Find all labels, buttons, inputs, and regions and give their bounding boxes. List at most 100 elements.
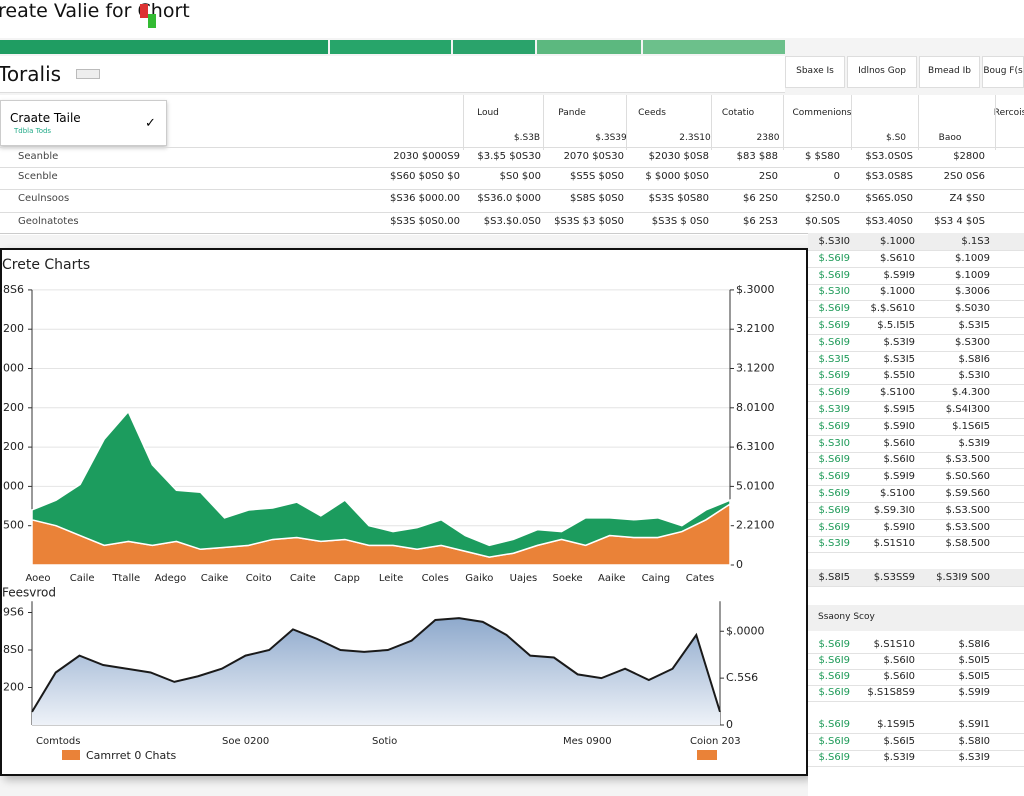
- subheader: $.S3B: [513, 133, 541, 143]
- y-tick-label: 1.200: [0, 440, 24, 453]
- row-line: [808, 586, 1024, 587]
- column-header: Pande: [558, 108, 586, 118]
- cell: $S3.$0.0S0: [483, 216, 541, 227]
- side-cell: $.S6I0: [883, 655, 915, 666]
- row-line: [808, 317, 1024, 319]
- cell: $2800: [953, 151, 985, 162]
- cell: $S3S $3 $0S0: [554, 216, 624, 227]
- legend-swatch: [697, 750, 717, 760]
- legend-swatch: [62, 750, 80, 760]
- row-line: [0, 233, 1024, 234]
- cell: $S8S $0S0: [569, 193, 624, 204]
- side-cell: $.S3I0: [818, 236, 850, 247]
- charts: Crete Charts Feesvrod 500 1.000 1.200 1.200…: [0, 257, 775, 762]
- dropdown-label: Craate Taile: [10, 111, 81, 125]
- dropdown-sub: Tdbla Tods: [14, 127, 52, 135]
- row-label: Ceulnsoos: [18, 193, 70, 204]
- cell: $ $000 $0S0: [645, 171, 709, 182]
- y2-tick-label: 6.3100: [736, 440, 775, 453]
- lower-chart-title: Feesvrod: [2, 586, 56, 600]
- side-cell: $.S0.S60: [945, 471, 990, 483]
- y-tick-label: 500: [3, 519, 24, 532]
- side-cell: $.S3I0: [958, 370, 990, 382]
- side-cell: $.S6I9: [818, 336, 850, 348]
- row-label: Geolnatotes: [18, 216, 79, 227]
- row-line: [808, 451, 1024, 453]
- col-sep: [851, 95, 852, 150]
- row-line: [808, 367, 1024, 369]
- row-line: [808, 685, 1024, 686]
- row-line: [808, 334, 1024, 335]
- side-cell: $.S6I9: [818, 719, 850, 730]
- side-cell: $.S8I6: [958, 353, 990, 365]
- side-cell: $.S3I9 S00: [936, 572, 990, 583]
- cell: $S0 $00: [499, 171, 541, 182]
- ribbon: [643, 40, 785, 54]
- row-line: [808, 434, 1024, 436]
- row-line: [0, 167, 1024, 168]
- column-header: Commenions: [792, 108, 852, 118]
- x-tick-label: Caite: [290, 573, 316, 584]
- cell: $S3.0S8S: [865, 171, 913, 182]
- side-cell: $.S6I9: [818, 521, 850, 533]
- side-cell: $.S6I5: [883, 735, 915, 747]
- side-cell: $.$.S610: [870, 303, 915, 315]
- subheader: Baoo: [938, 133, 962, 143]
- y-tick-label: 1.000: [0, 479, 24, 492]
- side-cell: $.S3I0: [818, 437, 850, 449]
- side-cell: $.1000: [880, 286, 915, 298]
- cell: $S3S $0S80: [648, 193, 709, 204]
- side-cell: $.S3I5: [818, 353, 850, 365]
- cell: 2S0 0S6: [943, 171, 985, 182]
- cell: $S36 $000.00: [390, 193, 460, 204]
- x-tick-label: Gaiko: [465, 573, 493, 584]
- x-tick-label: Aoeo: [25, 573, 50, 584]
- side-cell: $.S6I0: [883, 437, 915, 449]
- row-line: [808, 384, 1024, 386]
- y2-tick-label: 3.1200: [736, 362, 775, 375]
- side-cell: $.S030: [955, 303, 990, 315]
- cell: $S36.0 $000: [477, 193, 541, 204]
- row-line: [808, 502, 1024, 503]
- row-line: [0, 147, 1024, 148]
- cell: $S60 $0S0 $0: [390, 171, 460, 182]
- row-line: [808, 266, 1024, 268]
- chart-panel-title: Crete Charts: [2, 257, 90, 273]
- ribbon: [453, 40, 535, 54]
- y2-tick-label: $.0000: [726, 624, 765, 637]
- col-sep: [711, 95, 712, 150]
- side-cell: $.S5I0: [883, 370, 915, 382]
- side-cell: $.S9.S60: [945, 488, 990, 499]
- side-cell: $.S6I9: [818, 370, 850, 382]
- col-sep: [463, 95, 464, 150]
- x-tick-label: Leite: [379, 573, 403, 584]
- x-tick-label: Caing: [642, 573, 671, 584]
- chevron[interactable]: ✓: [145, 116, 156, 131]
- tab-cell: [785, 56, 845, 88]
- side-cell: $.S610: [880, 252, 915, 264]
- side-cell: $.S300: [955, 336, 990, 348]
- cell: $S3S $ 0S0: [651, 216, 709, 227]
- side-cell: $.S100: [880, 488, 915, 499]
- side-cell: $.S6I0: [883, 454, 915, 466]
- side-cell: $.S6I9: [818, 269, 850, 281]
- side-cell: $.1S3: [961, 236, 990, 247]
- ribbon: [330, 40, 451, 54]
- side-cell: $.S8I5: [818, 572, 850, 583]
- row-line: [808, 535, 1024, 537]
- side-cell: $.S6I9: [818, 420, 850, 432]
- button[interactable]: [76, 69, 100, 79]
- tab: Bmead Ib: [928, 66, 971, 76]
- row-label: Seanble: [18, 151, 59, 162]
- dropdown[interactable]: [0, 100, 167, 146]
- cell: $6 2S3: [743, 216, 778, 227]
- cell: Z4 $S0: [949, 193, 985, 204]
- row-line: [808, 669, 1024, 670]
- side-cell: $.S3.500: [945, 454, 990, 466]
- tab: Idlnos Gop: [858, 66, 906, 76]
- column-header: Cotatio: [721, 108, 755, 118]
- subheader: 2.3S10: [679, 133, 711, 143]
- app-title: reate Valie for Chort: [0, 0, 190, 22]
- side-cell: $.4.300: [951, 387, 990, 399]
